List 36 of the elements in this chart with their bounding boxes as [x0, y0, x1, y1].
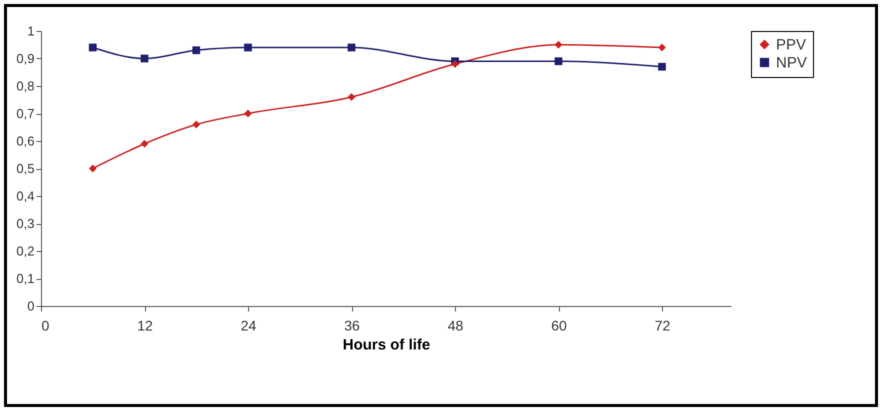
x-axis-title: Hours of life: [342, 336, 430, 354]
point: [348, 44, 356, 52]
point: [244, 44, 252, 52]
point: [192, 46, 200, 54]
x-tick-label: 72: [654, 318, 670, 334]
x-tick-label: 24: [240, 318, 256, 334]
x-tick-label: 60: [551, 318, 567, 334]
y-tick-label: 0: [27, 298, 34, 314]
point: [451, 60, 459, 68]
y-tick-label: 0,1: [16, 271, 34, 286]
x-tick-label: 0: [42, 318, 50, 334]
point: [88, 44, 97, 52]
x-tick-label: 12: [137, 318, 153, 334]
y-tick-label: 0,3: [16, 216, 34, 231]
legend-label: PPV: [776, 36, 806, 54]
point: [554, 40, 562, 49]
y-tick-label: 0,5: [16, 161, 34, 176]
y-tick-label: 1: [27, 24, 34, 38]
point: [348, 93, 356, 101]
x-tick-label: 36: [344, 318, 360, 334]
point: [88, 164, 97, 172]
y-tick-label: 0,8: [16, 78, 34, 94]
y-tick-label: 0,7: [16, 106, 34, 121]
point: [658, 62, 666, 71]
y-tick-label: 0,4: [16, 188, 34, 204]
point: [244, 110, 252, 118]
point: [554, 57, 562, 66]
legend-label: NPV: [776, 54, 807, 72]
y-tick-label: 0,2: [16, 244, 34, 258]
point: [140, 140, 148, 148]
y-tick-label: 0,9: [16, 51, 34, 66]
point: [192, 120, 200, 128]
point: [140, 54, 148, 62]
point: [658, 44, 666, 52]
x-tick-label: 48: [448, 318, 464, 334]
y-tick-label: 0,6: [16, 134, 34, 148]
